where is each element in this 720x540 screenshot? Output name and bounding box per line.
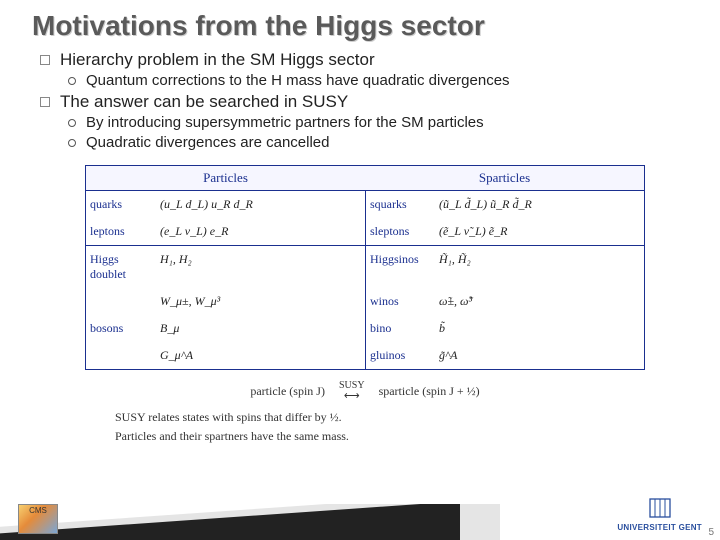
- ugent-text: UNIVERSITEIT GENT: [617, 523, 702, 532]
- row-symbols: G_μ^A: [156, 342, 365, 369]
- row-symbols: W_μ±, W_μ³: [156, 288, 365, 315]
- row-label: leptons: [86, 218, 156, 245]
- mapping-right: sparticle (spin J + ½): [379, 384, 480, 399]
- circle-bullet-icon: [68, 139, 76, 147]
- bullet-2-text: The answer can be searched in SUSY: [60, 92, 348, 112]
- content-area: Hierarchy problem in the SM Higgs sector…: [0, 50, 720, 444]
- square-bullet-icon: [40, 97, 50, 107]
- row-label: squarks: [365, 191, 435, 218]
- note-2: Particles and their spartners have the s…: [85, 429, 645, 444]
- row-label: Higgs doublet: [86, 246, 156, 288]
- row-label: Higgsinos: [365, 246, 435, 288]
- row-label: winos: [365, 288, 435, 315]
- footer-stripe: [0, 504, 720, 540]
- bullet-1-sub-1-text: Quantum corrections to the H mass have q…: [86, 72, 510, 89]
- row-label: sleptons: [365, 218, 435, 245]
- row-label: [86, 342, 156, 369]
- bullet-2-sub-1-text: By introducing supersymmetric partners f…: [86, 114, 484, 131]
- row-symbols: (ẽ_L ν̃_L) ẽ_R: [435, 218, 644, 245]
- ugent-shield-icon: [646, 497, 674, 523]
- square-bullet-icon: [40, 55, 50, 65]
- susy-mapping: particle (spin J) SUSY ⟷ sparticle (spin…: [85, 380, 645, 402]
- below-table-notes: particle (spin J) SUSY ⟷ sparticle (spin…: [85, 380, 645, 444]
- table-header-particles: Particles: [86, 166, 365, 190]
- row-label: quarks: [86, 191, 156, 218]
- bullet-1-text: Hierarchy problem in the SM Higgs sector: [60, 50, 375, 70]
- row-symbols: (e_L ν_L) e_R: [156, 218, 365, 245]
- double-arrow-icon: ⟷: [339, 391, 365, 402]
- row-symbols: (ũ_L d̃_L) ũ_R d̃_R: [435, 191, 644, 218]
- bullet-1: Hierarchy problem in the SM Higgs sector: [40, 50, 690, 70]
- row-symbols: g̃^A: [435, 342, 644, 369]
- note-1: SUSY relates states with spins that diff…: [85, 410, 645, 425]
- particles-table: Particles Sparticles quarks (u_L d_L) u_…: [85, 165, 645, 370]
- row-label: bino: [365, 315, 435, 342]
- page-number: 5: [708, 527, 714, 538]
- row-symbols: ω̃±, ω̃³: [435, 288, 644, 315]
- row-label: [86, 288, 156, 315]
- row-symbols: H̃₁, H̃₂: [435, 246, 644, 288]
- bullet-2: The answer can be searched in SUSY: [40, 92, 690, 112]
- table-header-sparticles: Sparticles: [365, 166, 644, 190]
- circle-bullet-icon: [68, 77, 76, 85]
- bullet-2-sub-2: Quadratic divergences are cancelled: [40, 134, 690, 151]
- slide-title: Motivations from the Higgs sector: [0, 0, 720, 50]
- ugent-logo: UNIVERSITEIT GENT: [617, 497, 702, 532]
- bullet-2-sub-1: By introducing supersymmetric partners f…: [40, 114, 690, 131]
- circle-bullet-icon: [68, 119, 76, 127]
- row-symbols: B_μ: [156, 315, 365, 342]
- row-label: gluinos: [365, 342, 435, 369]
- row-symbols: H₁, H₂: [156, 246, 365, 288]
- mapping-left: particle (spin J): [250, 384, 325, 399]
- cms-logo: CMS: [18, 504, 58, 534]
- row-label: bosons: [86, 315, 156, 342]
- row-symbols: (u_L d_L) u_R d_R: [156, 191, 365, 218]
- bullet-2-sub-2-text: Quadratic divergences are cancelled: [86, 134, 329, 151]
- row-symbols: b̃: [435, 315, 644, 342]
- bullet-1-sub-1: Quantum corrections to the H mass have q…: [40, 72, 690, 89]
